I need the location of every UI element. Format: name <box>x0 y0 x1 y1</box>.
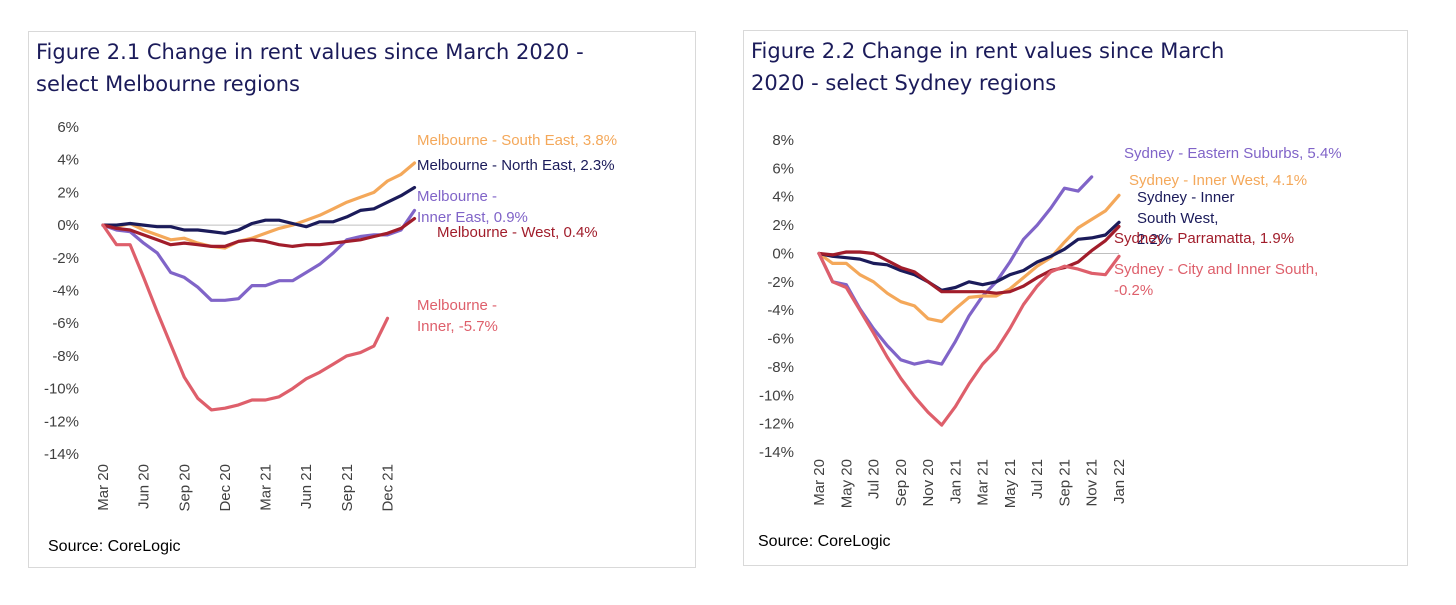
y-tick-label: 0% <box>57 217 79 234</box>
y-tick-label: 6% <box>57 119 79 136</box>
series-label: Melbourne - Inner East, 0.9% <box>417 188 528 226</box>
y-tick-label: -6% <box>767 331 794 348</box>
series-label: Melbourne - West, 0.4% <box>437 224 598 241</box>
y-tick-label: -10% <box>44 381 79 398</box>
series-label-line: 2.2% <box>1137 231 1171 248</box>
x-tick-label: Mar 20 <box>95 464 112 511</box>
y-tick-label: 2% <box>57 184 79 201</box>
y-tick-label: -10% <box>759 387 794 404</box>
series-label: Melbourne - Inner, -5.7% <box>417 297 498 335</box>
x-tick-label: Mar 21 <box>975 459 992 506</box>
chart-title: Figure 2.2 Change in rent values since M… <box>751 39 1225 95</box>
source-note: Source: CoreLogic <box>758 533 891 550</box>
series-label-line: Sydney - Inner West, 4.1% <box>1129 172 1307 189</box>
x-tick-label: Nov 21 <box>1084 459 1101 507</box>
series-line <box>817 220 1121 292</box>
series-label-line: Sydney - Inner <box>1137 189 1235 206</box>
series-label-line: Melbourne - South East, 3.8% <box>417 132 617 149</box>
series-label: Melbourne - North East, 2.3% <box>417 157 615 174</box>
series-label-line: Sydney - City and Inner South, <box>1114 261 1318 278</box>
x-tick-label: Sep 20 <box>893 459 910 507</box>
x-tick-label: May 20 <box>838 459 855 508</box>
series-label: Sydney - City and Inner South, -0.2% <box>1114 261 1318 299</box>
x-tick-label: Dec 20 <box>217 464 234 512</box>
line-chart-melbourne: 6% 4% 2% 0% -2% -4% -6% -8% -10% -12% -14% Mar 20 Ju… <box>44 119 617 512</box>
series-line <box>101 217 417 248</box>
series-label: Sydney - Inner West, 4.1% <box>1129 172 1307 189</box>
source-note: Source: CoreLogic <box>48 538 181 555</box>
series-label: Melbourne - South East, 3.8% <box>417 132 617 149</box>
x-tick-label: May 21 <box>1002 459 1019 508</box>
y-tick-label: -2% <box>767 274 794 291</box>
series-label: Sydney - Parramatta, 1.9% <box>1114 230 1294 247</box>
x-tick-label: Jan 21 <box>947 459 964 504</box>
x-tick-label: Mar 20 <box>811 459 828 506</box>
chart-panel-melbourne: Figure 2.1 Change in rent values since M… <box>28 31 696 568</box>
y-tick-label: -8% <box>52 348 79 365</box>
series-label-line: Melbourne - <box>417 188 497 205</box>
series-label-line: Melbourne - <box>417 297 497 314</box>
y-tick-label: -2% <box>52 250 79 267</box>
series-line <box>817 193 1121 324</box>
y-tick-label: 2% <box>772 217 794 234</box>
y-tick-label: -14% <box>759 444 794 461</box>
series-label-line: -0.2% <box>1114 282 1153 299</box>
y-tick-label: -12% <box>44 413 79 430</box>
x-tick-label: Jan 22 <box>1111 459 1128 504</box>
y-tick-label: 6% <box>772 160 794 177</box>
series-line <box>101 161 417 250</box>
series-line <box>101 223 390 412</box>
series-label-line: Sydney - Parramatta, 1.9% <box>1114 230 1294 247</box>
x-tick-label: Dec 21 <box>379 464 396 512</box>
series-label-line: Inner, -5.7% <box>417 318 498 335</box>
x-tick-label: Sep 20 <box>176 464 193 512</box>
y-tick-label: -12% <box>759 416 794 433</box>
series-line <box>101 185 417 235</box>
x-tick-label: Jun 20 <box>136 464 153 509</box>
series-label-line: South West, <box>1137 210 1218 227</box>
x-tick-label: Jun 21 <box>298 464 315 509</box>
series-label: Sydney - Eastern Suburbs, 5.4% <box>1124 145 1342 162</box>
series-line <box>817 251 1121 427</box>
y-tick-label: -14% <box>44 446 79 463</box>
x-tick-label: Sep 21 <box>1056 459 1073 507</box>
y-tick-label: 8% <box>772 132 794 149</box>
x-tick-label: Jul 21 <box>1029 459 1046 499</box>
chart-panel-sydney: Figure 2.2 Change in rent values since M… <box>743 30 1408 566</box>
chart-title: Figure 2.1 Change in rent values since M… <box>36 40 584 96</box>
y-tick-label: -8% <box>767 359 794 376</box>
y-tick-label: 0% <box>772 245 794 262</box>
series-label-line: Melbourne - North East, 2.3% <box>417 157 615 174</box>
x-tick-label: Jul 20 <box>866 459 883 499</box>
series-label: Sydney - Inner South West, 2.2% <box>1137 189 1235 248</box>
y-tick-label: 4% <box>57 152 79 169</box>
x-tick-label: Sep 21 <box>339 464 356 512</box>
line-chart-sydney: 8% 6% 4% 2% 0% -2% -4% -6% -8% -10% -12% -14% Mar 20… <box>759 132 1342 508</box>
series-label-line: Inner East, 0.9% <box>417 209 528 226</box>
y-tick-label: 4% <box>772 189 794 206</box>
x-tick-label: Nov 20 <box>920 459 937 507</box>
y-tick-label: -6% <box>52 315 79 332</box>
series-line <box>101 208 417 302</box>
series-label-line: Sydney - Eastern Suburbs, 5.4% <box>1124 145 1342 162</box>
series-label-line: Melbourne - West, 0.4% <box>437 224 598 241</box>
x-tick-label: Mar 21 <box>258 464 275 511</box>
y-tick-label: -4% <box>52 283 79 300</box>
y-tick-label: -4% <box>767 302 794 319</box>
